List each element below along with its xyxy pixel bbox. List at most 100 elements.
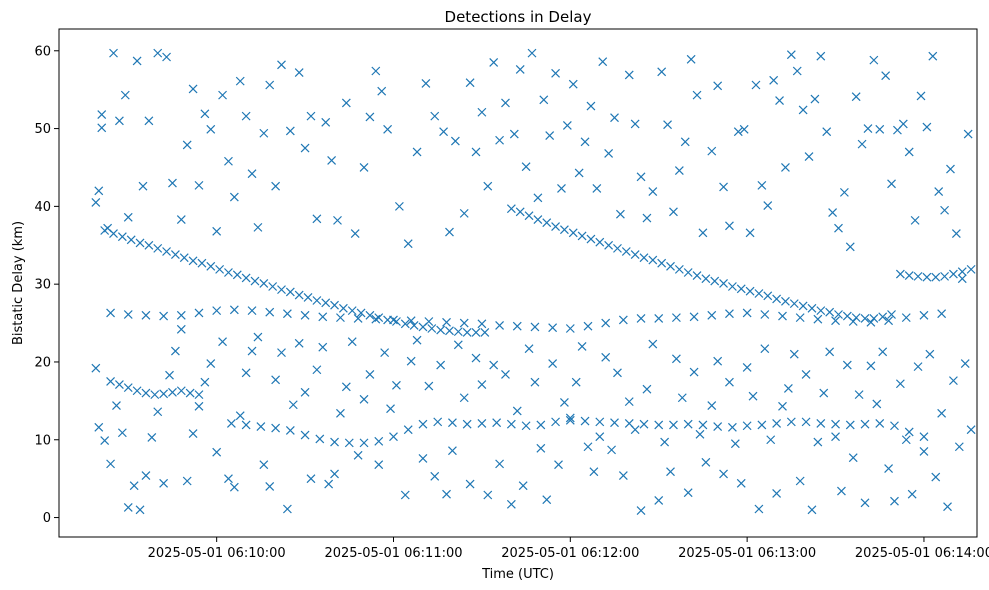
detection-point <box>639 253 649 263</box>
detection-point <box>607 445 616 455</box>
detection-point <box>898 119 908 129</box>
detection-point <box>135 238 145 248</box>
detection-point <box>170 250 180 260</box>
detection-point <box>795 313 805 323</box>
detection-point <box>807 505 817 515</box>
detection-point <box>509 129 519 139</box>
detection-point <box>512 406 522 416</box>
detection-point <box>477 319 487 329</box>
detection-point <box>218 90 227 100</box>
detection-point <box>433 417 443 427</box>
detection-point <box>571 377 581 387</box>
detection-point <box>282 309 292 319</box>
detection-point <box>757 420 767 430</box>
detection-point <box>648 187 658 197</box>
detection-point <box>919 310 929 320</box>
x-tick-label: 2025-05-01 06:14:00 <box>855 546 989 561</box>
detection-point <box>247 346 257 356</box>
detection-point <box>247 169 257 179</box>
detection-point <box>265 307 275 317</box>
detection-point <box>559 225 569 235</box>
detection-point <box>618 471 628 480</box>
detection-point <box>786 50 796 60</box>
detection-point <box>521 421 531 431</box>
detection-point <box>353 313 363 323</box>
detection-point <box>798 301 808 311</box>
detection-point <box>845 242 855 252</box>
detection-point <box>103 223 113 233</box>
detection-point <box>562 121 572 130</box>
detection-point <box>285 425 295 435</box>
detection-point <box>294 290 304 300</box>
detection-point <box>300 430 310 440</box>
detection-point <box>934 187 944 197</box>
detection-point <box>763 201 773 211</box>
detection-point <box>489 360 499 370</box>
detection-point <box>948 376 958 386</box>
x-tick-label: 2025-05-01 06:10:00 <box>148 546 286 561</box>
detection-point <box>881 71 891 81</box>
detection-point <box>100 436 110 445</box>
detection-point <box>430 111 440 121</box>
detection-point <box>610 113 619 123</box>
detection-point <box>132 386 142 396</box>
detection-point <box>545 131 555 141</box>
detection-point <box>442 317 451 327</box>
detection-point <box>277 348 286 358</box>
detection-point <box>842 360 852 370</box>
detection-point <box>312 296 322 305</box>
detection-point <box>701 457 711 467</box>
detection-point <box>241 273 251 283</box>
detection-point <box>810 94 820 104</box>
detection-point <box>869 313 879 323</box>
detection-point <box>392 380 401 390</box>
detection-point <box>330 300 339 310</box>
detection-point <box>123 383 133 393</box>
detection-point <box>445 326 454 336</box>
detection-point <box>966 264 976 274</box>
detection-point <box>256 422 266 431</box>
detection-point <box>224 474 233 484</box>
detection-point <box>480 327 490 337</box>
detection-point <box>162 52 171 62</box>
detection-point <box>713 356 723 366</box>
detection-point <box>194 390 204 400</box>
detection-point <box>654 496 664 505</box>
detection-point <box>860 313 870 323</box>
detection-point <box>595 432 605 442</box>
detection-point <box>618 315 628 325</box>
detection-point <box>471 327 481 337</box>
detection-point <box>680 137 690 147</box>
y-tick-label: 30 <box>34 278 51 293</box>
detection-point <box>306 111 316 121</box>
detection-point <box>377 86 387 96</box>
detection-point <box>533 215 543 225</box>
y-axis-ticks: 0 10 20 30 40 50 60 <box>34 44 59 526</box>
detection-point <box>359 394 369 404</box>
detection-point <box>465 78 475 88</box>
detection-point <box>565 415 575 425</box>
detection-point <box>736 478 746 488</box>
detection-point <box>144 116 154 126</box>
detection-point <box>860 498 870 508</box>
detection-point <box>365 310 375 320</box>
detection-point <box>610 418 619 428</box>
detection-point <box>374 460 384 470</box>
detection-point <box>168 178 177 188</box>
detection-point <box>707 310 717 320</box>
y-tick-label: 20 <box>34 355 51 370</box>
detection-point <box>506 204 516 214</box>
detection-point <box>424 381 434 391</box>
detection-point <box>551 68 560 78</box>
y-tick-label: 60 <box>34 44 51 59</box>
detection-point <box>495 459 505 469</box>
detection-point <box>604 240 614 250</box>
detection-point <box>757 180 767 190</box>
detection-point <box>589 467 599 477</box>
detection-point <box>884 316 894 326</box>
detection-point <box>253 222 263 232</box>
detection-point <box>574 168 584 178</box>
detection-point <box>745 286 755 296</box>
detection-point <box>568 79 578 89</box>
